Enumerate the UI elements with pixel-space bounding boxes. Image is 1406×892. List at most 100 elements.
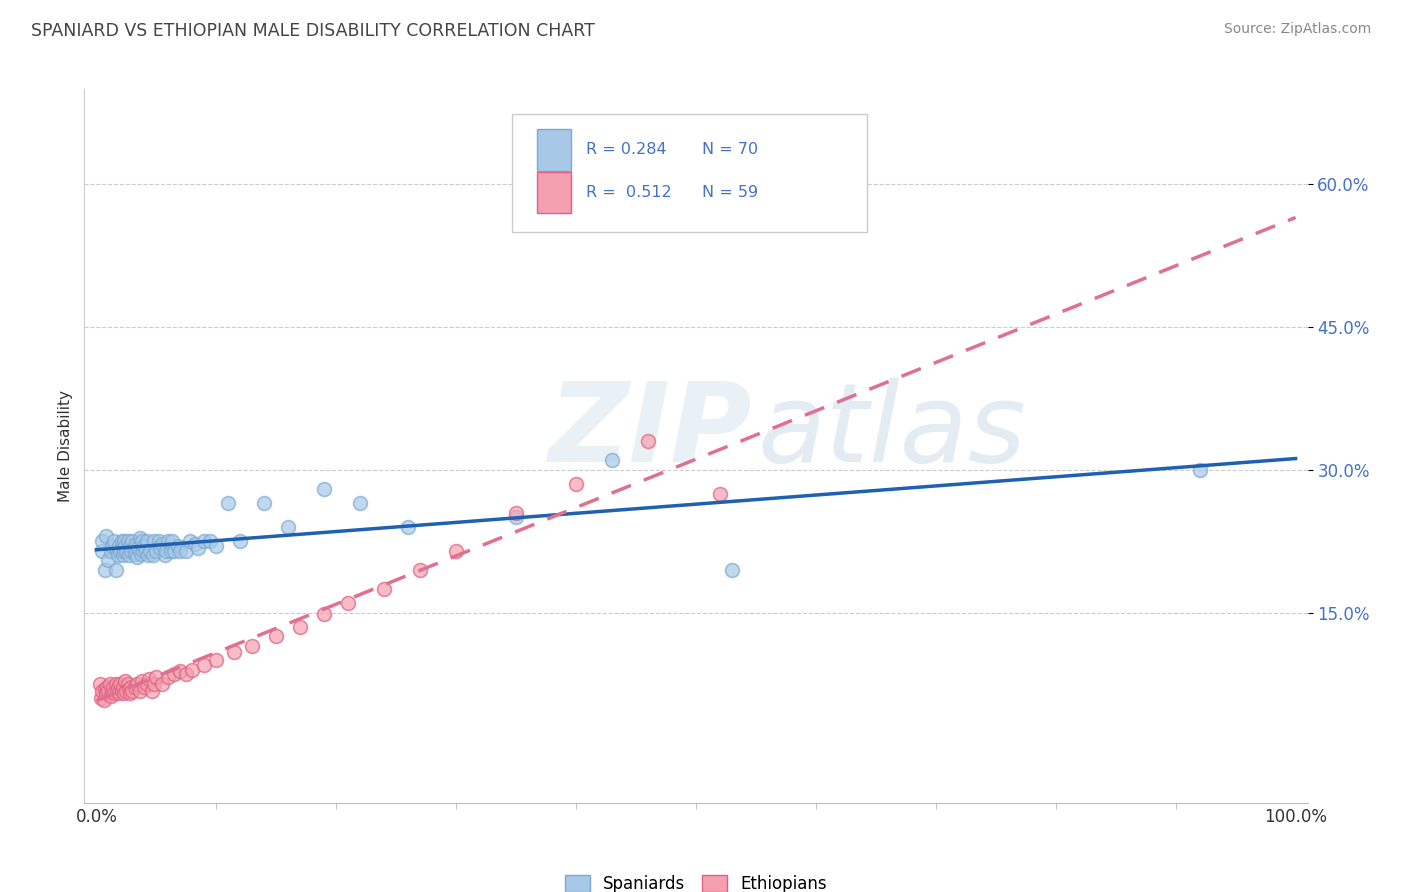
Point [157, 670, 180, 684]
Point [396, 520, 419, 534]
Point [183, 537, 205, 551]
Point [115, 683, 138, 698]
Point [148, 534, 170, 549]
Point [107, 549, 129, 563]
Point [153, 549, 176, 563]
Point [104, 677, 127, 691]
Point [105, 683, 128, 698]
Point [91, 534, 114, 549]
Point [110, 534, 132, 549]
Point [120, 543, 142, 558]
Point [145, 543, 167, 558]
Point [103, 686, 125, 700]
Legend: Spaniards, Ethiopians: Spaniards, Ethiopians [558, 868, 834, 892]
Point [142, 534, 165, 549]
Point [637, 434, 659, 449]
Point [89, 677, 111, 691]
Point [108, 539, 131, 553]
Point [264, 629, 287, 643]
Point [110, 683, 132, 698]
Point [100, 690, 122, 704]
Point [349, 496, 371, 510]
Point [101, 539, 124, 553]
Point [134, 680, 156, 694]
Point [110, 677, 132, 691]
Point [117, 534, 139, 549]
Point [93, 681, 117, 696]
Point [721, 563, 744, 577]
Point [125, 537, 148, 551]
Point [149, 541, 172, 555]
Point [97, 553, 120, 567]
Point [103, 534, 125, 549]
FancyBboxPatch shape [537, 172, 571, 213]
Point [505, 510, 527, 524]
Point [217, 496, 239, 510]
Point [93, 563, 117, 577]
Point [118, 549, 141, 563]
Point [1188, 463, 1211, 477]
FancyBboxPatch shape [513, 114, 868, 232]
Point [240, 639, 263, 653]
Point [93, 693, 115, 707]
Point [118, 686, 141, 700]
Point [105, 543, 128, 558]
Point [127, 550, 149, 565]
Point [136, 549, 159, 563]
Text: SPANIARD VS ETHIOPIAN MALE DISABILITY CORRELATION CHART: SPANIARD VS ETHIOPIAN MALE DISABILITY CO… [31, 22, 595, 40]
Point [128, 683, 150, 698]
Point [91, 683, 114, 698]
Point [128, 531, 150, 545]
Point [159, 543, 181, 558]
Point [100, 543, 122, 558]
Point [122, 541, 145, 555]
Point [135, 534, 157, 549]
Text: R =  0.512: R = 0.512 [586, 186, 672, 200]
Point [205, 653, 228, 667]
Point [163, 667, 186, 681]
Point [98, 677, 121, 691]
Point [145, 670, 167, 684]
Point [142, 677, 165, 691]
Point [139, 543, 162, 558]
Point [111, 680, 134, 694]
Point [108, 686, 131, 700]
Point [131, 673, 153, 688]
Point [121, 534, 143, 549]
Point [565, 477, 588, 491]
Point [101, 683, 124, 698]
Point [142, 549, 165, 563]
Point [277, 520, 299, 534]
Point [96, 680, 118, 694]
Point [90, 691, 112, 706]
Point [179, 534, 201, 549]
Point [169, 665, 191, 679]
Point [118, 539, 141, 553]
Point [181, 663, 204, 677]
Point [112, 543, 135, 558]
Text: atlas: atlas [758, 378, 1026, 485]
Point [114, 539, 136, 553]
Point [373, 582, 395, 596]
Point [127, 677, 149, 691]
Point [205, 539, 228, 553]
Point [131, 534, 153, 549]
Point [118, 681, 141, 696]
Point [600, 453, 623, 467]
Point [124, 680, 146, 694]
Point [138, 672, 160, 686]
Point [141, 683, 163, 698]
Point [94, 529, 117, 543]
Point [193, 534, 215, 549]
Text: N = 70: N = 70 [702, 143, 758, 157]
Point [107, 680, 129, 694]
Point [112, 686, 135, 700]
Point [224, 645, 246, 659]
Point [150, 537, 173, 551]
Point [127, 541, 149, 555]
Point [290, 620, 312, 634]
Point [135, 543, 157, 558]
Point [129, 547, 152, 561]
Point [229, 534, 252, 549]
Point [160, 534, 183, 549]
